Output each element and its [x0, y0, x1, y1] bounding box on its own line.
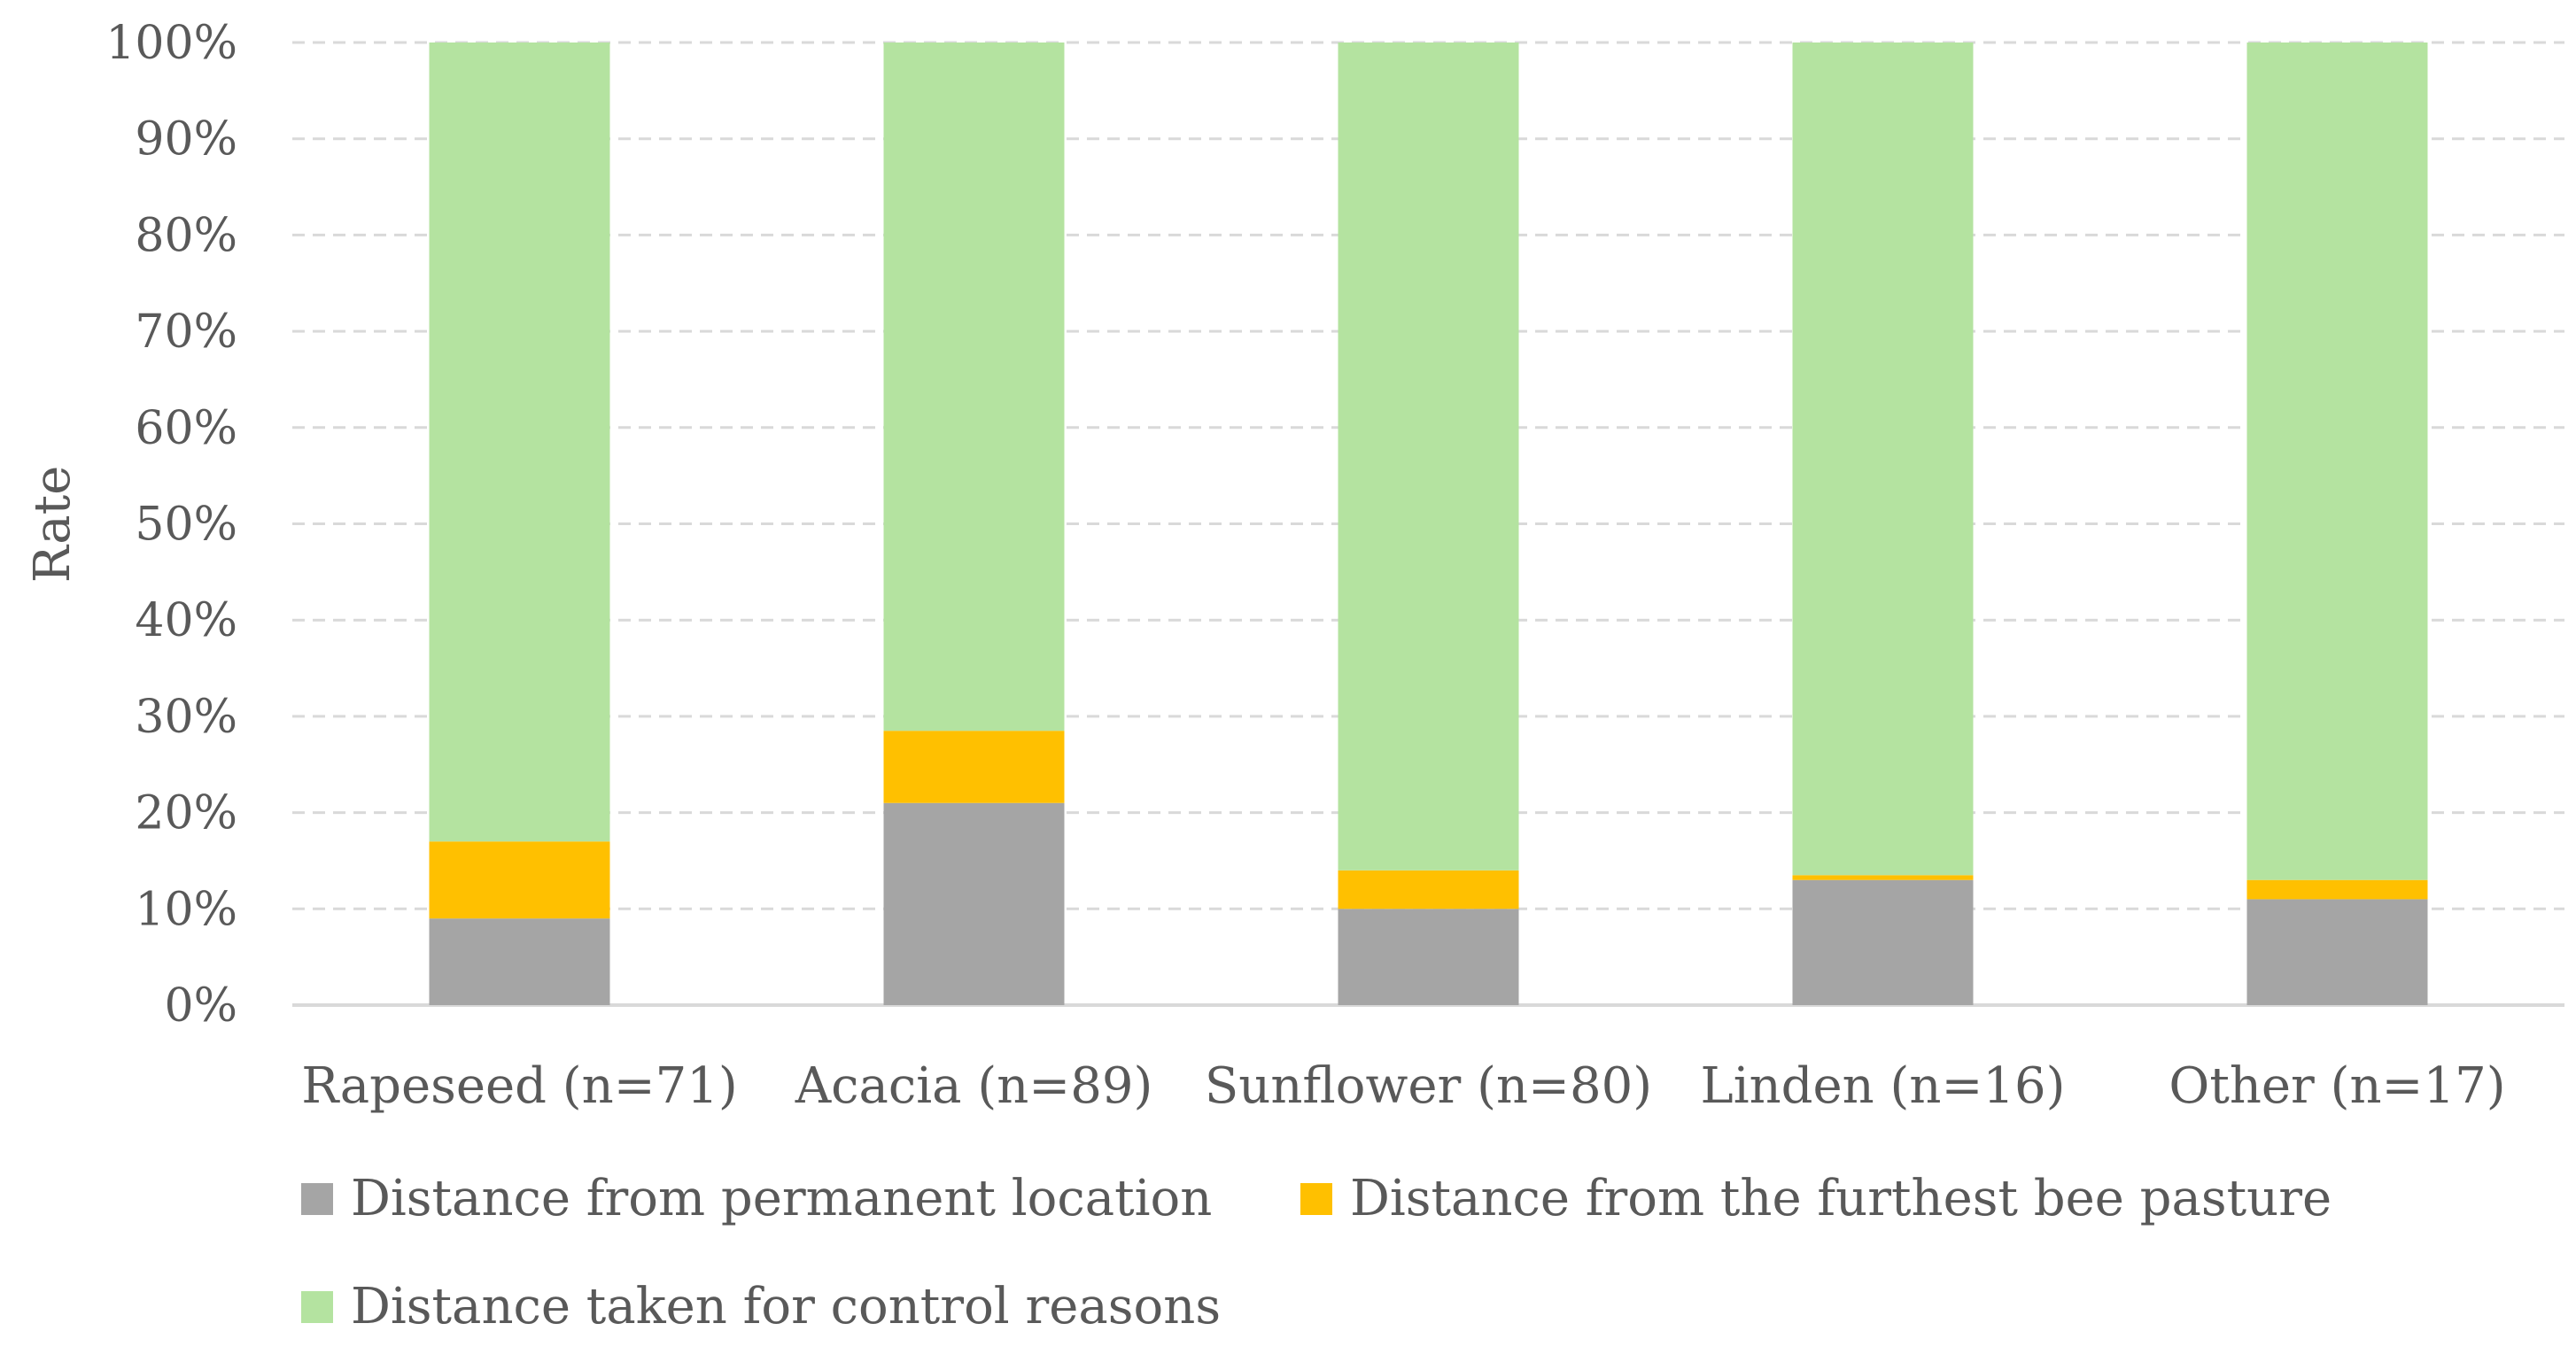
bar-segment-2 [1338, 870, 1519, 909]
y-tick-label: 70% [135, 306, 237, 359]
x-category-label: Sunflower (n=80) [1205, 1057, 1652, 1115]
legend-swatch [1300, 1183, 1332, 1215]
legend-label: Distance taken for control reasons [351, 1278, 1221, 1335]
y-tick-label: 0% [165, 979, 238, 1033]
bar-segment-2 [2246, 879, 2428, 900]
bar-segment-2 [429, 841, 610, 919]
y-axis-title: Rate [24, 466, 81, 583]
bar-segment-3 [883, 43, 1065, 731]
y-tick-label: 60% [135, 402, 237, 455]
legend-label: Distance from permanent location [351, 1170, 1212, 1227]
legend-swatch [301, 1291, 333, 1323]
bar-segment-1 [2246, 899, 2428, 1005]
x-category-label: Rapeseed (n=71) [301, 1057, 737, 1115]
y-tick-label: 80% [135, 209, 237, 262]
bar-segment-3 [429, 43, 610, 842]
x-category-label: Linden (n=16) [1701, 1057, 2066, 1115]
bar-segment-1 [1792, 879, 1974, 1005]
bar-segment-2 [1792, 875, 1974, 880]
y-tick-labels: 0% 10% 20% 30% 40% 50% 60% 70% 80% 90% 100% [105, 17, 237, 1033]
y-tick-label: 50% [135, 499, 237, 552]
bar-segment-3 [1338, 43, 1519, 871]
y-tick-label: 20% [135, 787, 237, 840]
bars [429, 43, 2428, 1005]
legend: Distance from permanent location Distance… [301, 1170, 2332, 1335]
bar-segment-1 [1338, 909, 1519, 1005]
x-category-label: Other (n=17) [2169, 1057, 2505, 1115]
x-category-label: Acacia (n=89) [795, 1057, 1153, 1115]
bar-segment-1 [883, 802, 1065, 1005]
gridlines [292, 41, 2564, 1007]
y-tick-label: 10% [135, 883, 237, 936]
bar-segment-1 [429, 918, 610, 1005]
y-tick-label: 90% [135, 113, 237, 166]
bar-segment-3 [1792, 43, 1974, 876]
y-tick-label: 40% [135, 594, 237, 647]
y-tick-label: 30% [135, 691, 237, 744]
bar-segment-2 [883, 731, 1065, 803]
bar-segment-3 [2246, 43, 2428, 880]
legend-swatch [301, 1183, 333, 1215]
legend-label: Distance from the furthest bee pasture [1350, 1170, 2332, 1227]
x-category-labels: Rapeseed (n=71) Acacia (n=89) Sunflower (n… [301, 1057, 2505, 1115]
y-tick-label: 100% [105, 17, 237, 70]
